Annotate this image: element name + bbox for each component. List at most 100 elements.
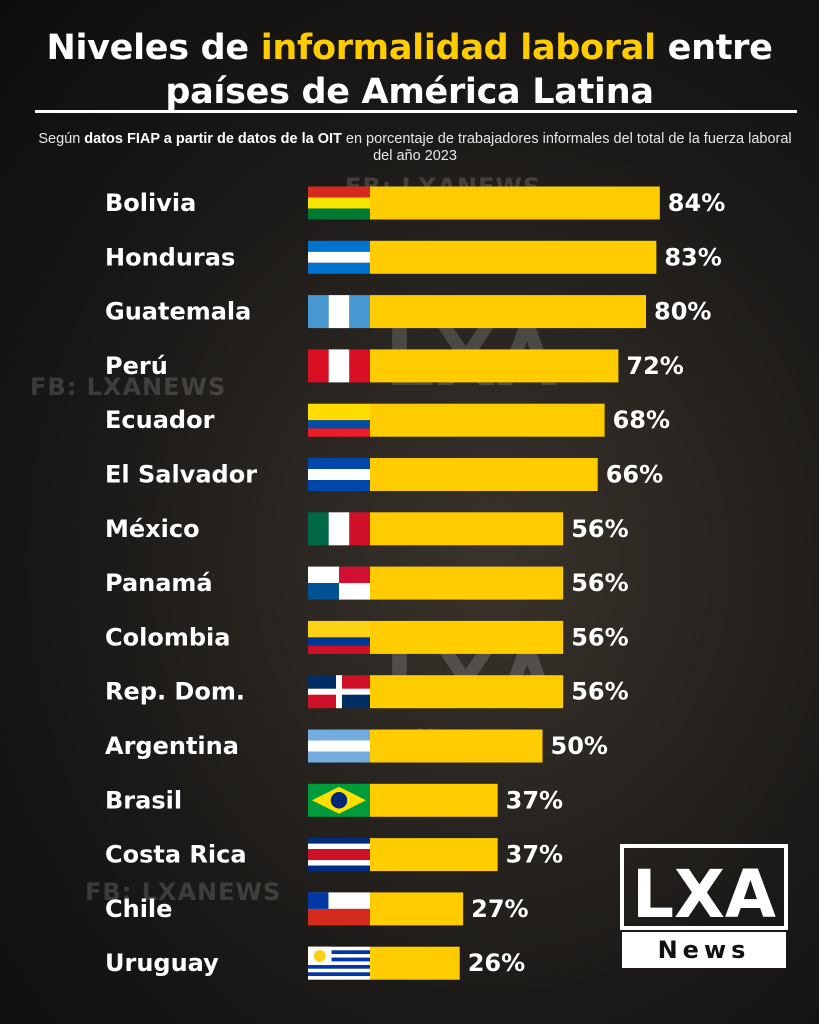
- flag-quarter: [308, 566, 339, 584]
- category-label: Brasil: [105, 786, 182, 814]
- value-label: 84%: [668, 189, 725, 217]
- subtitle-bold: datos FIAP a partir de datos de la OIT: [84, 131, 342, 147]
- flag-stripe: [308, 849, 370, 861]
- flag-stripe: [308, 512, 329, 546]
- category-label: Chile: [105, 895, 172, 923]
- category-label: México: [105, 515, 200, 543]
- category-label: Argentina: [105, 732, 239, 760]
- category-label: Colombia: [105, 623, 230, 651]
- flag-stripe: [308, 637, 370, 646]
- bar: [370, 946, 460, 980]
- flag: [308, 458, 370, 491]
- chart-title: Niveles de informalidad laboral entre paí…: [0, 26, 819, 114]
- flag-stripe: [308, 645, 370, 654]
- flag-stripe: [308, 865, 370, 872]
- bar: [370, 892, 464, 926]
- title-text: Niveles de: [46, 28, 261, 68]
- logo-text: News: [658, 936, 751, 964]
- flag: [308, 892, 370, 926]
- value-label: 72%: [626, 352, 683, 380]
- flag-stripe: [349, 349, 370, 383]
- value-label: 26%: [468, 949, 525, 977]
- category-label: Uruguay: [105, 949, 219, 977]
- flag-stripe: [308, 968, 370, 973]
- flag-stripe: [308, 403, 370, 421]
- flag: [308, 512, 370, 546]
- flag-stripe: [349, 512, 370, 546]
- flag-stripe: [308, 976, 370, 980]
- flag: [308, 295, 370, 329]
- flag-quarter: [308, 583, 339, 600]
- category-label: Costa Rica: [105, 841, 247, 869]
- flag-stripe: [308, 620, 370, 638]
- bar: [370, 240, 657, 274]
- flag: [308, 186, 370, 220]
- flag: [308, 240, 370, 274]
- flag: [308, 783, 370, 817]
- bar: [370, 783, 498, 817]
- category-label: Ecuador: [105, 406, 215, 434]
- flag-stripe: [308, 954, 370, 958]
- flag-quarter: [339, 691, 370, 709]
- flag-quarter: [308, 691, 339, 709]
- bar: [370, 838, 498, 872]
- bar: [370, 620, 564, 654]
- bar: [370, 458, 598, 491]
- flag-stripe: [308, 349, 329, 383]
- logo-text: LXA: [632, 856, 776, 933]
- flag-stripe: [308, 295, 329, 329]
- flag: [308, 946, 370, 980]
- category-label: Bolivia: [105, 189, 196, 217]
- title-rule: [35, 110, 797, 113]
- flag-stripe: [308, 860, 370, 866]
- value-label: 27%: [471, 895, 528, 923]
- flag-stripe: [308, 186, 370, 198]
- value-label: 56%: [571, 678, 628, 706]
- title-highlight: informalidad laboral: [260, 28, 656, 68]
- bar: [370, 566, 564, 600]
- flag: [308, 729, 370, 763]
- flag-stripe: [308, 262, 370, 274]
- value-label: 56%: [571, 515, 628, 543]
- flag-stripe: [308, 946, 370, 951]
- flag-stripe: [308, 480, 370, 491]
- flag-cross: [308, 688, 370, 695]
- flag: [308, 403, 370, 437]
- value-label: 37%: [506, 841, 563, 869]
- watermark: FB: LXANEWS: [30, 373, 226, 401]
- flag: [308, 620, 370, 654]
- flag-disc: [330, 792, 348, 809]
- bar: [370, 349, 619, 383]
- bar: [370, 186, 660, 220]
- flag: [308, 838, 370, 872]
- value-label: 56%: [571, 569, 628, 597]
- logo: LXA News: [620, 844, 788, 968]
- flag: [308, 675, 370, 709]
- bar: [370, 403, 605, 437]
- flag-stripe: [308, 843, 370, 850]
- logo-frame: [620, 844, 788, 930]
- flag-stripe: [308, 838, 370, 844]
- flag-sun: [313, 949, 326, 962]
- flag-stripe: [308, 458, 370, 469]
- flag: [308, 566, 370, 600]
- value-label: 83%: [664, 243, 721, 271]
- bar: [370, 512, 564, 546]
- flag-stripe: [328, 512, 350, 546]
- flag-stripe: [308, 961, 370, 966]
- logo-band: [622, 932, 786, 968]
- value-label: 37%: [506, 786, 563, 814]
- bar: [370, 729, 543, 763]
- flag-stripe: [308, 908, 370, 926]
- flag-stripe: [308, 950, 370, 955]
- subtitle: Según datos FIAP a partir de datos de la…: [30, 131, 800, 165]
- category-label: Honduras: [105, 243, 235, 271]
- bar: [370, 675, 564, 709]
- flag-stripe: [308, 965, 370, 969]
- value-label: 50%: [551, 732, 608, 760]
- flag-stripe: [328, 295, 350, 329]
- flag-canton: [308, 892, 329, 909]
- subtitle-text: Según: [38, 131, 85, 147]
